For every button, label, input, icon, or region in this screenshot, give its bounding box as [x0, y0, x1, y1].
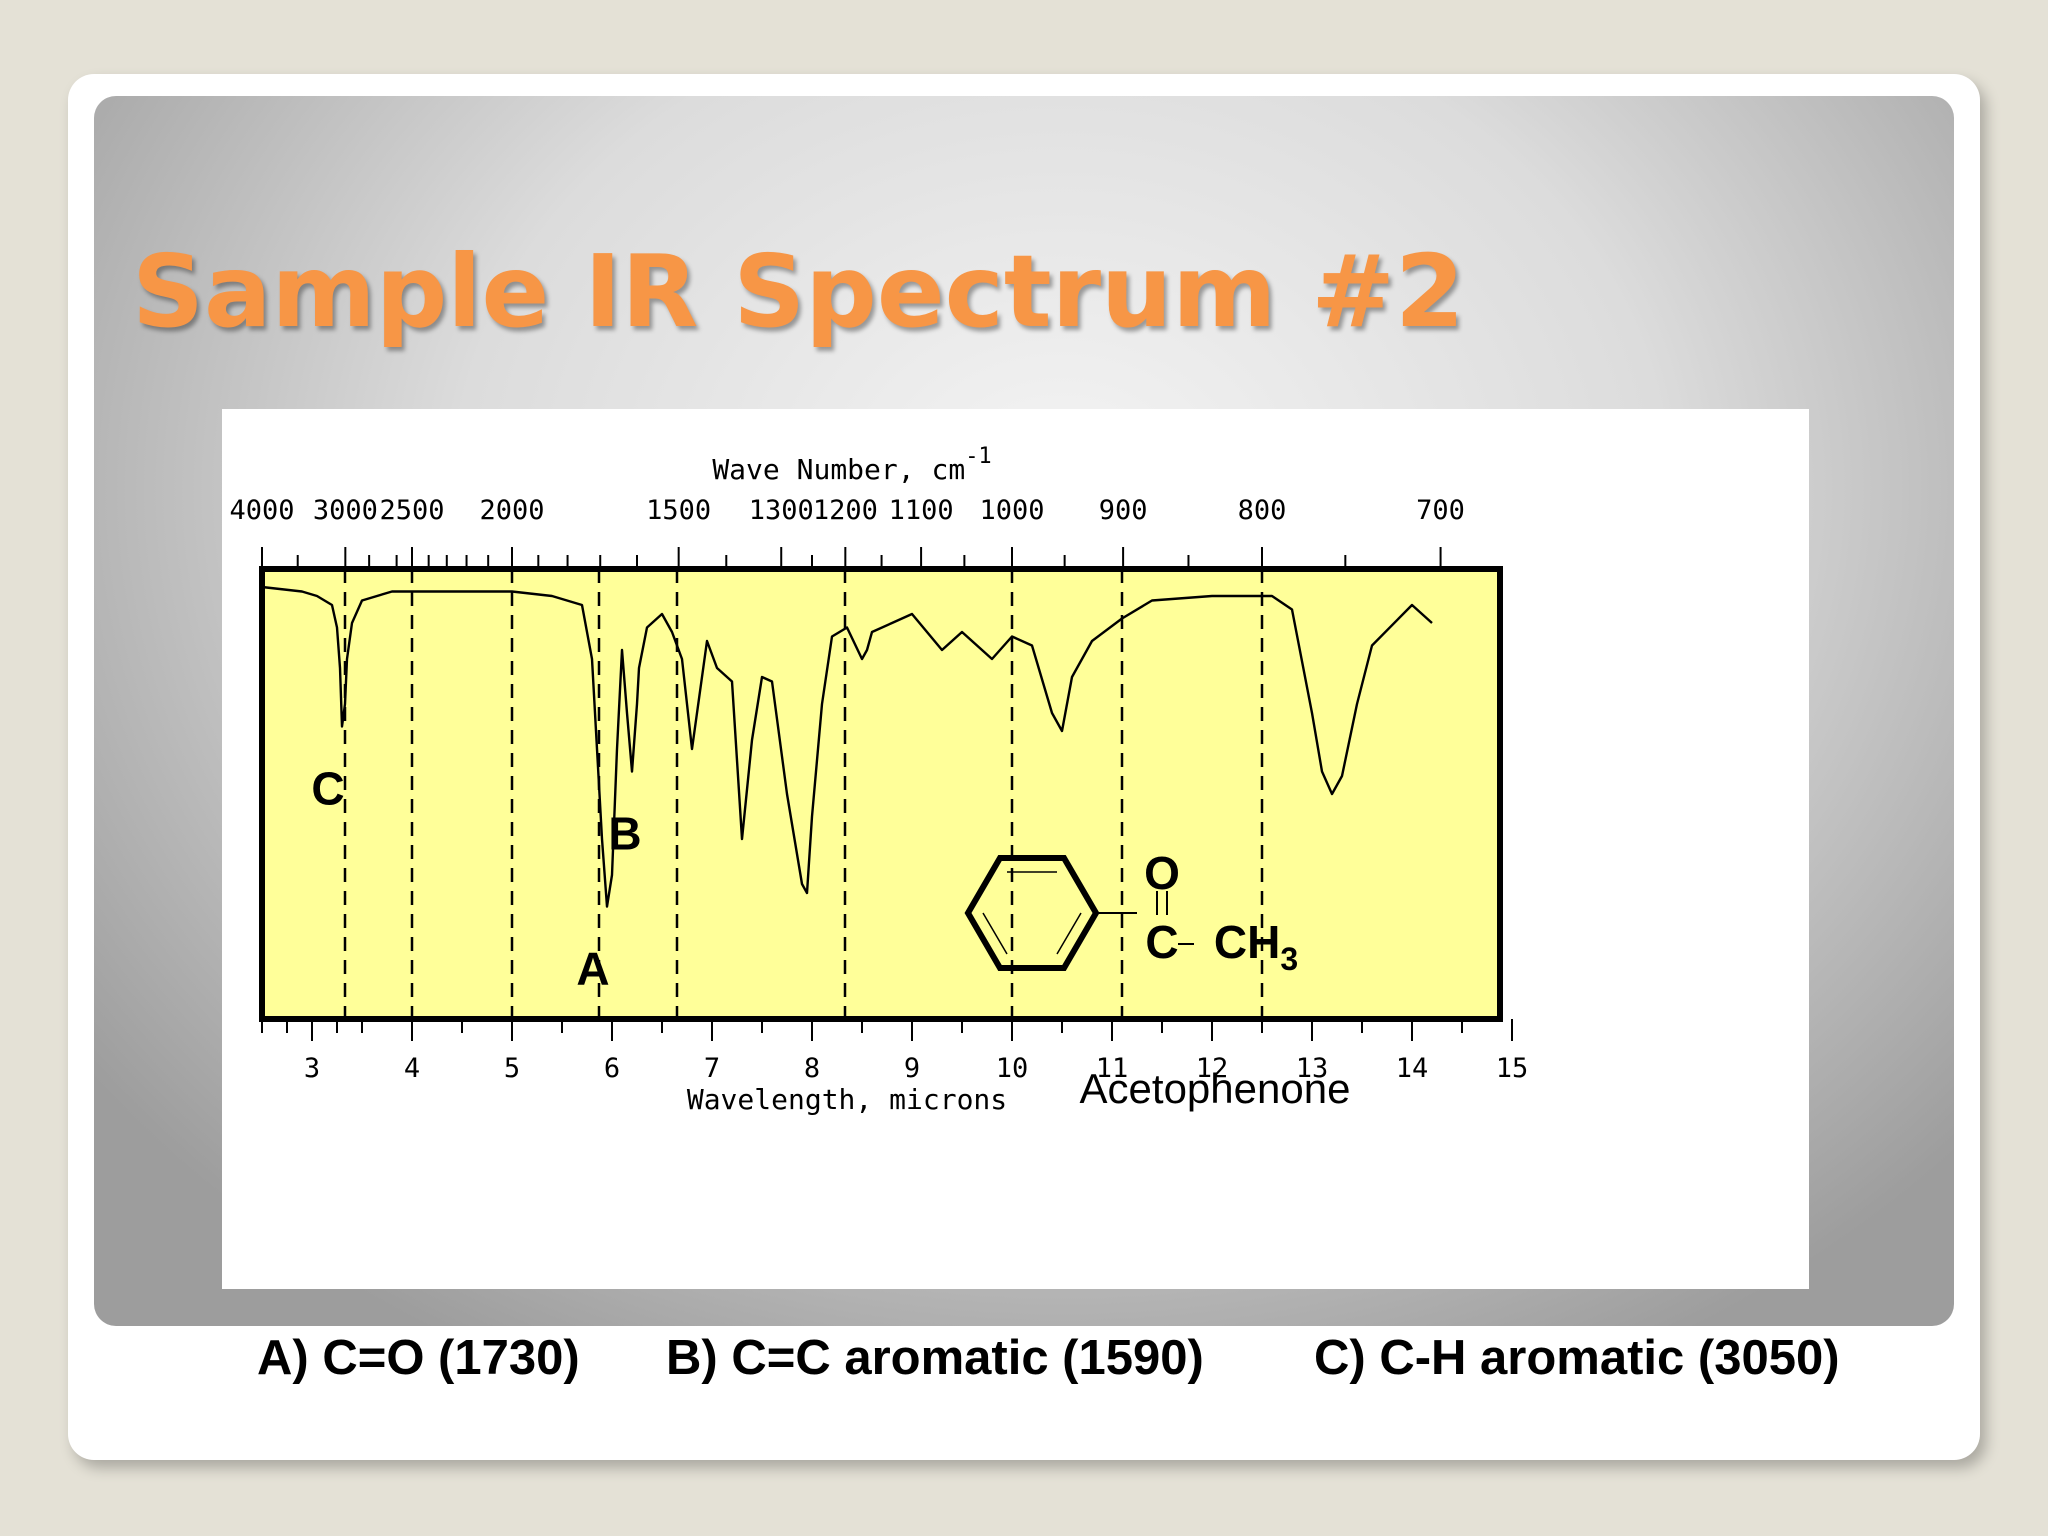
- top-axis-tick-label: 1000: [979, 495, 1044, 526]
- bottom-axis-tick-label: 9: [904, 1053, 920, 1084]
- bottom-axis-tick-label: 14: [1396, 1053, 1429, 1084]
- top-axis-tick-label: 1300: [749, 495, 814, 526]
- peak-label-b: B: [608, 808, 641, 860]
- top-axis-label: Wave Number, cm-1: [712, 444, 991, 486]
- top-axis-tick-label: 1500: [646, 495, 711, 526]
- bottom-axis-tick-label: 4: [404, 1053, 420, 1084]
- peak-labels: C B A: [311, 763, 641, 995]
- top-axis-tick-label: 900: [1099, 495, 1148, 526]
- bottom-axis-tick-label: 11: [1096, 1053, 1129, 1084]
- plot-area: [262, 569, 1500, 1019]
- top-axis-tick-label: 4000: [229, 495, 294, 526]
- top-axis-tick-label: 1100: [889, 495, 954, 526]
- ir-spectrum-chart: 4000 3000 2500 2000 1500 1300 1200 1100 1000 900 8…: [222, 409, 1809, 1289]
- carbonyl-oxygen-label: O: [1144, 847, 1180, 899]
- bottom-axis-tick-label: 7: [704, 1053, 720, 1084]
- top-axis-tick-label: 800: [1238, 495, 1287, 526]
- bottom-axis-tick-label: 13: [1296, 1053, 1329, 1084]
- bottom-axis-tick-label: 3: [304, 1053, 320, 1084]
- assignment-a: A) C=O (1730): [257, 1331, 580, 1385]
- top-axis-tick-label: 2500: [379, 495, 444, 526]
- assignment-c: C) C-H aromatic (3050): [1314, 1331, 1840, 1385]
- slide-title: Sample IR Spectrum #2: [132, 233, 1465, 350]
- ir-spectrum-svg: 4000 3000 2500 2000 1500 1300 1200 1100 1000 900 8…: [229, 444, 1529, 1116]
- bottom-axis-tick-label: 8: [804, 1053, 820, 1084]
- bottom-axis-tick-label: 12: [1196, 1053, 1229, 1084]
- top-axis-ticks: 4000 3000 2500 2000 1500 1300 1200 1100 1000 900 8…: [229, 495, 1465, 569]
- top-axis-tick-label: 2000: [479, 495, 544, 526]
- carbonyl-carbon-label: C: [1145, 916, 1178, 968]
- spectrum-series-line: [261, 585, 1433, 908]
- bottom-axis-tick-label: 5: [504, 1053, 520, 1084]
- bottom-axis-tick-label: 15: [1496, 1053, 1529, 1084]
- assignment-b: B) C=C aromatic (1590): [666, 1331, 1204, 1385]
- bottom-axis-ticks: 3 4 5 6 7 8 9 10 11 12 13 14 15: [261, 1019, 1529, 1084]
- benzene-ring: [964, 855, 1100, 971]
- top-axis-tick-label: 1200: [813, 495, 878, 526]
- peak-label-c: C: [311, 763, 344, 815]
- bottom-axis-tick-label: 6: [604, 1053, 620, 1084]
- bottom-axis-label: Wavelength, microns: [687, 1083, 1007, 1116]
- peak-label-a: A: [576, 943, 609, 995]
- top-axis-tick-label: 700: [1416, 495, 1465, 526]
- top-axis-tick-label: 3000: [313, 495, 378, 526]
- molecule-name: Acetophenone: [1080, 1065, 1351, 1112]
- methyl-label: CH3: [1214, 916, 1298, 977]
- bottom-axis-tick-label: 10: [996, 1053, 1029, 1084]
- acetophenone-structure: O C CH3 Acetophenone: [964, 847, 1351, 1112]
